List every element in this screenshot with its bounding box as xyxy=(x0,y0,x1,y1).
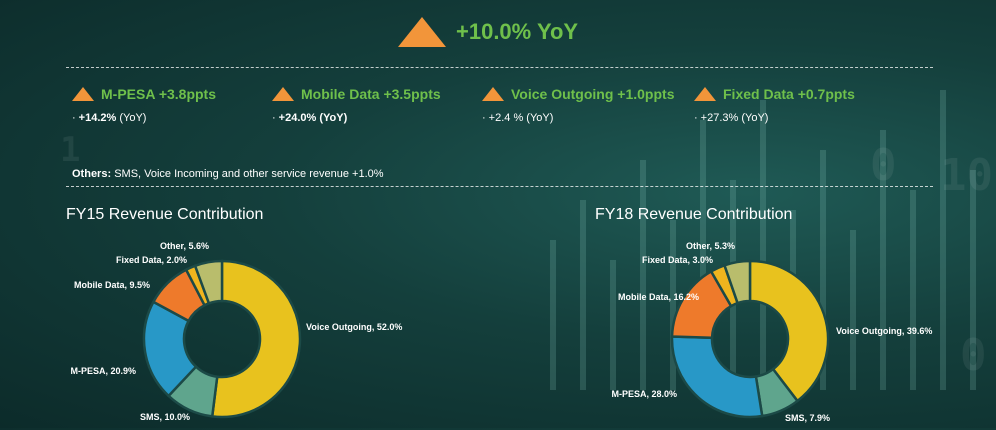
up-triangle-icon xyxy=(482,87,504,101)
fy15-label-mobile-data: Mobile Data, 9.5% xyxy=(74,280,150,290)
fy15-chart-title: FY15 Revenue Contribution xyxy=(66,206,264,223)
fy15-label-other: Other, 5.6% xyxy=(160,241,209,251)
divider-top xyxy=(66,67,933,68)
others-note: Others: SMS, Voice Incoming and other se… xyxy=(72,168,384,180)
metric-value: +27.3% (YoY) xyxy=(700,112,769,124)
others-text: SMS, Voice Incoming and other service re… xyxy=(114,168,384,180)
metric-value: +14.2% xyxy=(78,112,117,124)
fy18-slice-m-pesa xyxy=(670,335,764,419)
metric-title: Voice Outgoing +1.0ppts xyxy=(511,86,675,102)
up-triangle-icon xyxy=(694,87,716,101)
fy15-slice-other xyxy=(193,259,224,305)
fy15-label-fixed-data: Fixed Data, 2.0% xyxy=(116,255,187,265)
metric-mpesa: M-PESA +3.8ppts · +14.2% (YoY) xyxy=(72,86,217,124)
metric-fixed-data: Fixed Data +0.7ppts · +27.3% (YoY) xyxy=(694,86,855,124)
fy18-slice-other xyxy=(722,259,752,305)
background-digit: 10 xyxy=(940,150,993,201)
up-triangle-icon xyxy=(72,87,94,101)
metric-voice-outgoing: Voice Outgoing +1.0ppts · +2.4 % (YoY) xyxy=(482,86,675,124)
metric-title: Mobile Data +3.5ppts xyxy=(301,86,441,102)
others-label: Others: xyxy=(72,168,112,180)
fy18-label-other: Other, 5.3% xyxy=(686,241,735,251)
background-digit: 0 xyxy=(870,140,897,191)
fy15-label-sms: SMS, 10.0% xyxy=(140,412,190,422)
metric-value: +24.0% (YoY) xyxy=(278,112,348,124)
divider-middle xyxy=(66,186,933,187)
fy15-label-m-pesa: M-PESA, 20.9% xyxy=(70,366,136,376)
up-triangle-icon xyxy=(272,87,294,101)
metric-title: Fixed Data +0.7ppts xyxy=(723,86,855,102)
up-triangle-icon xyxy=(398,17,446,47)
fy18-label-voice-outgoing: Voice Outgoing, 39.6% xyxy=(836,326,932,336)
metric-title: M-PESA +3.8ppts xyxy=(101,86,217,102)
fy18-label-fixed-data: Fixed Data, 3.0% xyxy=(642,255,713,265)
background-digit: 1 xyxy=(60,130,81,170)
fy18-chart-title: FY18 Revenue Contribution xyxy=(595,206,793,223)
fy18-label-sms: SMS, 7.9% xyxy=(785,413,830,423)
headline: +10.0% YoY xyxy=(398,14,578,50)
fy18-label-m-pesa: M-PESA, 28.0% xyxy=(611,389,677,399)
background-digit: 0 xyxy=(960,330,987,381)
fy15-label-voice-outgoing: Voice Outgoing, 52.0% xyxy=(306,322,402,332)
metric-mobile-data: Mobile Data +3.5ppts · +24.0% (YoY) xyxy=(272,86,441,124)
fy18-label-mobile-data: Mobile Data, 16.2% xyxy=(618,292,699,302)
fy15-slice-voice-outgoing xyxy=(210,259,302,419)
metric-value: +2.4 % (YoY) xyxy=(488,112,554,124)
metric-suffix: (YoY) xyxy=(119,112,147,124)
headline-text: +10.0% YoY xyxy=(456,19,579,44)
fy18-slice-voice-outgoing xyxy=(748,259,830,403)
